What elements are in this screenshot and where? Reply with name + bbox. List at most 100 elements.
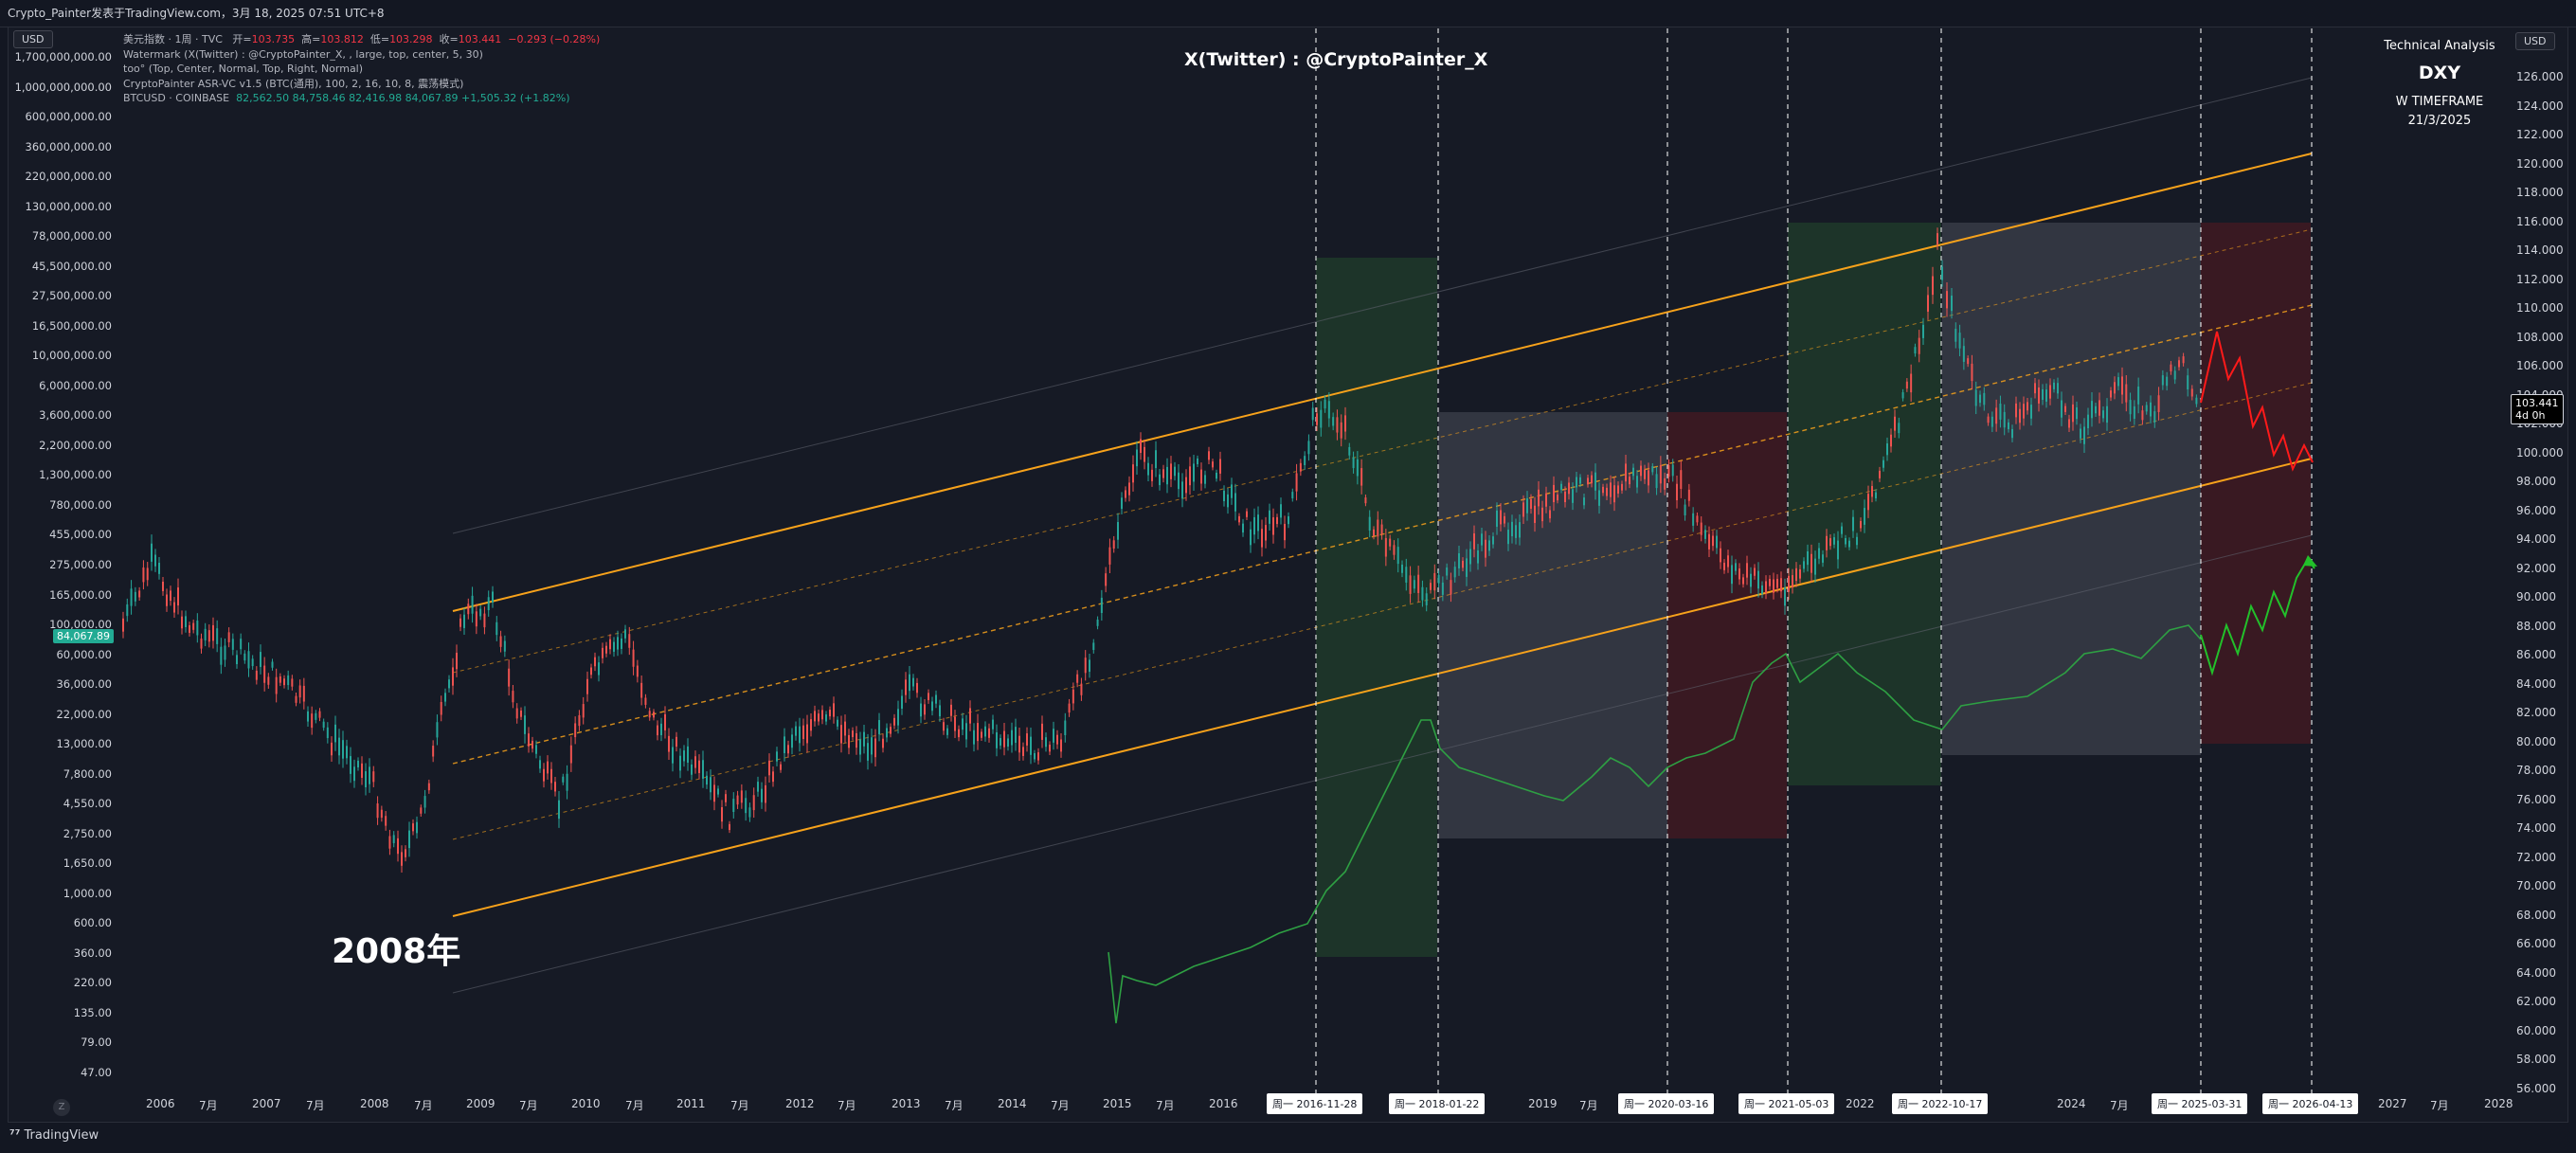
dxy-candle-body — [1712, 535, 1714, 547]
dxy-candle-body — [1511, 521, 1513, 537]
date-marker-label[interactable]: 周一 2026-04-13 — [2262, 1093, 2359, 1114]
dxy-candle-body — [676, 736, 677, 748]
left-axis-label: 2,750.00 — [63, 826, 112, 840]
channel-upper[interactable] — [452, 153, 2313, 612]
left-axis-label: 47.00 — [81, 1066, 112, 1079]
time-axis-label: 7月 — [414, 1099, 433, 1112]
dxy-candle-body — [1716, 535, 1718, 549]
dxy-candle-body — [1311, 407, 1314, 421]
dxy-candle-body — [1155, 450, 1157, 469]
dxy-candle-body — [2072, 404, 2074, 423]
legend-btc[interactable]: BTCUSD · COINBASE 82,562.50 84,758.46 82… — [123, 91, 600, 106]
right-axis-label: 114.000 — [2516, 243, 2564, 258]
right-axis-label: 72.000 — [2516, 850, 2556, 864]
dxy-candle-body — [1485, 539, 1486, 558]
dxy-candle-body — [1368, 516, 1371, 531]
dxy-candle-body — [660, 723, 662, 736]
dxy-candle-body — [694, 756, 696, 768]
time-axis[interactable]: 2006 7月 2007 7月 2008 7月 2009 7月 2010 7月 2011 7月 2012… — [0, 1093, 2576, 1116]
dxy-candle-body — [1049, 744, 1051, 752]
legend-too-indicator[interactable]: too° (Top, Center, Normal, Top, Right, N… — [123, 63, 364, 75]
dxy-candle-body — [1396, 547, 1399, 565]
dxy-candle-body — [1526, 497, 1528, 513]
legend-high-key: 高= — [301, 33, 321, 45]
zoom-button[interactable]: Z — [53, 1099, 70, 1116]
dxy-candle-body — [1814, 558, 1816, 575]
dxy-candle-body — [613, 641, 615, 652]
dxy-candle-body — [1621, 483, 1623, 491]
dxy-candle-body — [1987, 416, 1990, 423]
dxy-candle-body — [984, 726, 986, 737]
dxy-candle-body — [1941, 266, 1943, 280]
dxy-candle-body — [562, 776, 565, 783]
dxy-candle-body — [1636, 476, 1638, 488]
dxy-candle-body — [1704, 530, 1706, 539]
dxy-candle-body — [1208, 451, 1210, 460]
time-axis-label: 2013 — [892, 1097, 921, 1110]
date-marker-label[interactable]: 周一 2020-03-16 — [1618, 1093, 1715, 1114]
dxy-candle-body — [1466, 558, 1468, 577]
dxy-candle-body — [1784, 587, 1786, 606]
right-price-value: 103.441 — [2515, 397, 2559, 409]
right-axis-label: 90.000 — [2516, 590, 2556, 604]
dxy-candle-body — [1373, 529, 1375, 536]
dxy-candle-body — [279, 676, 281, 683]
date-marker-label[interactable]: 周一 2018-01-22 — [1389, 1093, 1486, 1114]
date-marker-label[interactable]: 周一 2016-11-28 — [1267, 1093, 1363, 1114]
dxy-candle-body — [1144, 446, 1145, 462]
dxy-candle-body — [1640, 465, 1642, 477]
dxy-candle-body — [224, 645, 226, 660]
time-axis-label: 7月 — [1579, 1099, 1598, 1112]
right-axis-label: 68.000 — [2516, 908, 2556, 922]
left-axis-label: 780,000.00 — [49, 497, 112, 512]
dxy-candle-body — [1735, 563, 1737, 571]
dxy-candle-body — [1799, 568, 1801, 579]
dxy-candle-body — [1837, 540, 1839, 560]
dxy-candle-body — [543, 768, 545, 782]
time-axis-label: 7月 — [306, 1099, 325, 1112]
legend-dxy[interactable]: 美元指数 · 1周 · TVC 开=103.735 高=103.812 低=10… — [123, 32, 600, 47]
dxy-candle-body — [1450, 580, 1452, 595]
legend-asr-indicator[interactable]: CryptoPainter ASR-VC v1.5 (BTC(通用), 100,… — [123, 77, 464, 90]
dxy-candle-body — [1037, 752, 1039, 761]
time-axis-label: 2028 — [2484, 1097, 2513, 1110]
dxy-candle-body — [1602, 486, 1604, 494]
dxy-candle-body — [1871, 486, 1873, 497]
right-price-axis[interactable]: 126.000 124.000 122.000 120.000 118.000 116.0… — [2513, 38, 2569, 1095]
dxy-candle-body — [890, 727, 892, 734]
right-currency-button[interactable]: USD — [2515, 32, 2555, 50]
dxy-candle-body — [920, 703, 922, 717]
time-axis-label: 2022 — [1846, 1097, 1875, 1110]
dxy-candle-body — [322, 721, 325, 729]
dxy-candle-body — [397, 838, 399, 855]
left-axis-label: 135.00 — [73, 1005, 112, 1019]
dxy-candle-body — [1488, 540, 1490, 551]
dxy-candle-body — [1356, 459, 1359, 477]
legend-btc-name: BTCUSD · COINBASE — [123, 92, 230, 104]
left-price-axis[interactable]: 1,700,000,000.00 1,000,000,000.00 600,000,… — [8, 38, 112, 1090]
legend-watermark-indicator[interactable]: Watermark (X(Twitter) : @CryptoPainter_X… — [123, 47, 483, 61]
right-axis-label: 124.000 — [2516, 99, 2564, 113]
dxy-candle-body — [1648, 470, 1649, 486]
dxy-candle-body — [236, 655, 238, 665]
dxy-candle-body — [1671, 464, 1674, 477]
dxy-candle-body — [2157, 395, 2160, 412]
date-marker-label[interactable]: 周一 2021-05-03 — [1738, 1093, 1835, 1114]
date-marker-label[interactable]: 周一 2025-03-31 — [2152, 1093, 2248, 1114]
dxy-candle-body — [492, 591, 494, 603]
dxy-candle-body — [1299, 462, 1302, 472]
dxy-candle-body — [988, 728, 990, 738]
dxy-candle-body — [765, 784, 766, 803]
dxy-candle-body — [1174, 466, 1176, 477]
channel-lower[interactable] — [452, 458, 2313, 917]
right-axis-label: 100.000 — [2516, 445, 2564, 459]
left-currency-button[interactable]: USD — [13, 30, 53, 48]
dxy-candle-body — [287, 675, 290, 686]
date-marker-label[interactable]: 周一 2022-10-17 — [1892, 1093, 1989, 1114]
dxy-candle-body — [515, 708, 518, 719]
dxy-candle-body — [1316, 413, 1318, 425]
dxy-candle-body — [326, 727, 329, 739]
legend-low: 103.298 — [389, 33, 433, 45]
dxy-candle-body — [1234, 493, 1236, 512]
